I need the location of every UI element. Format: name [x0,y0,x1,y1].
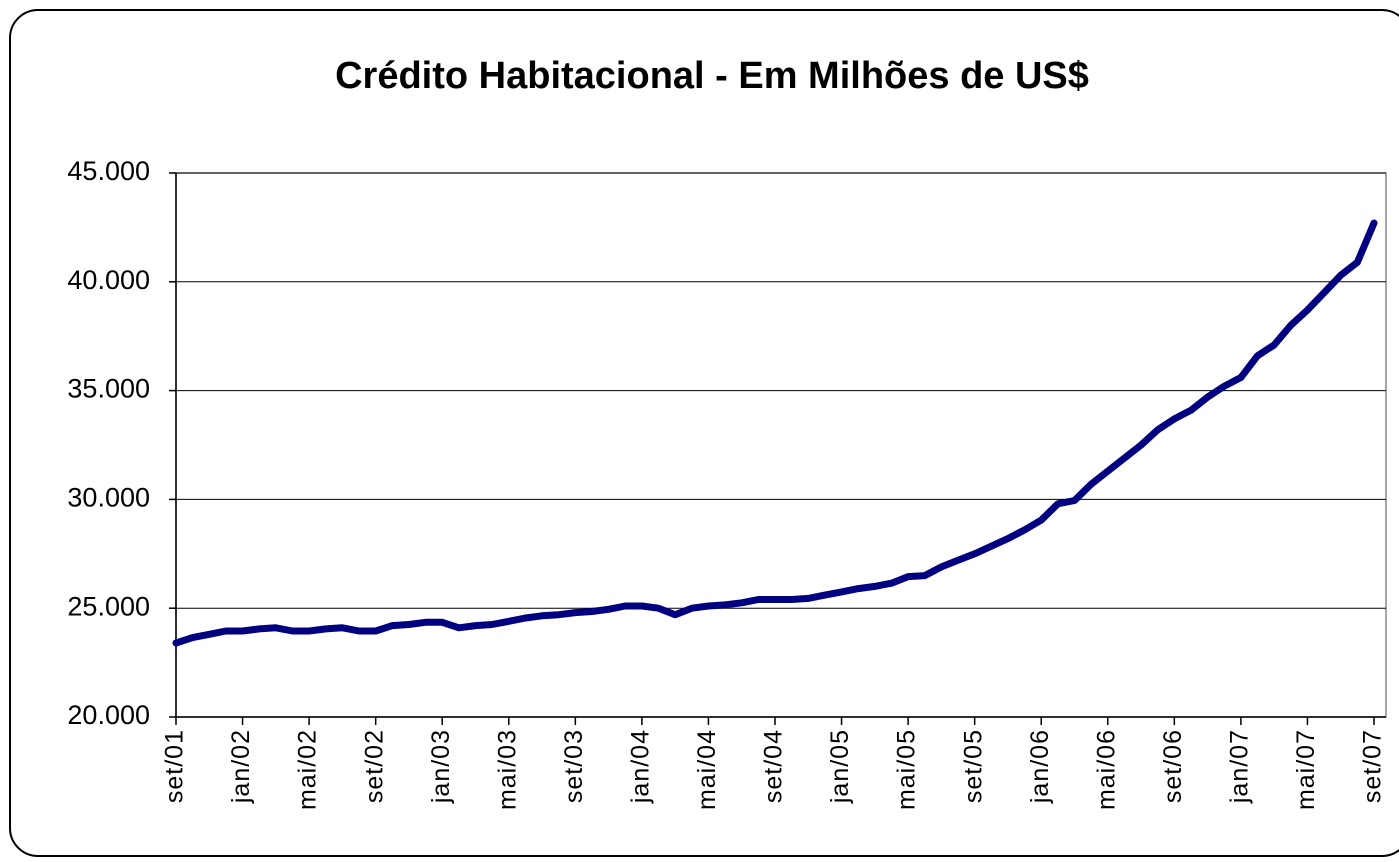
x-tick-label: set/03 [560,729,588,803]
x-tick-label: jan/07 [1225,729,1253,804]
chart-title: Crédito Habitacional - Em Milhões de US$ [335,55,1089,97]
x-tick-label: jan/04 [626,729,654,804]
x-tick-label: set/04 [760,729,788,803]
x-tick-label: jan/03 [427,729,455,804]
data-line [172,219,1378,647]
x-tick-label: mai/07 [1292,729,1320,810]
y-tick-label: 25.000 [67,591,150,621]
x-tick-label: mai/06 [1092,729,1120,810]
x-tick-label: set/02 [360,729,388,803]
x-tick-label: mai/05 [893,729,921,810]
y-tick-label: 30.000 [67,483,150,513]
x-tick-label: jan/02 [227,729,255,804]
x-tick-label: set/06 [1159,729,1187,803]
y-tick-label: 45.000 [67,156,150,186]
x-tick-label: set/01 [161,729,189,803]
x-tick-label: set/05 [959,729,987,803]
x-tick-label: set/07 [1359,729,1387,803]
y-tick-label: 20.000 [67,700,150,730]
plot-area [175,172,1387,718]
y-tick-label: 40.000 [67,265,150,295]
x-tick-label: mai/03 [493,729,521,810]
x-tick-label: mai/02 [294,729,322,810]
x-tick-label: jan/05 [826,729,854,804]
x-tick-label: jan/06 [1026,729,1054,804]
y-tick-label: 35.000 [67,374,150,404]
x-tick-label: mai/04 [693,729,721,810]
